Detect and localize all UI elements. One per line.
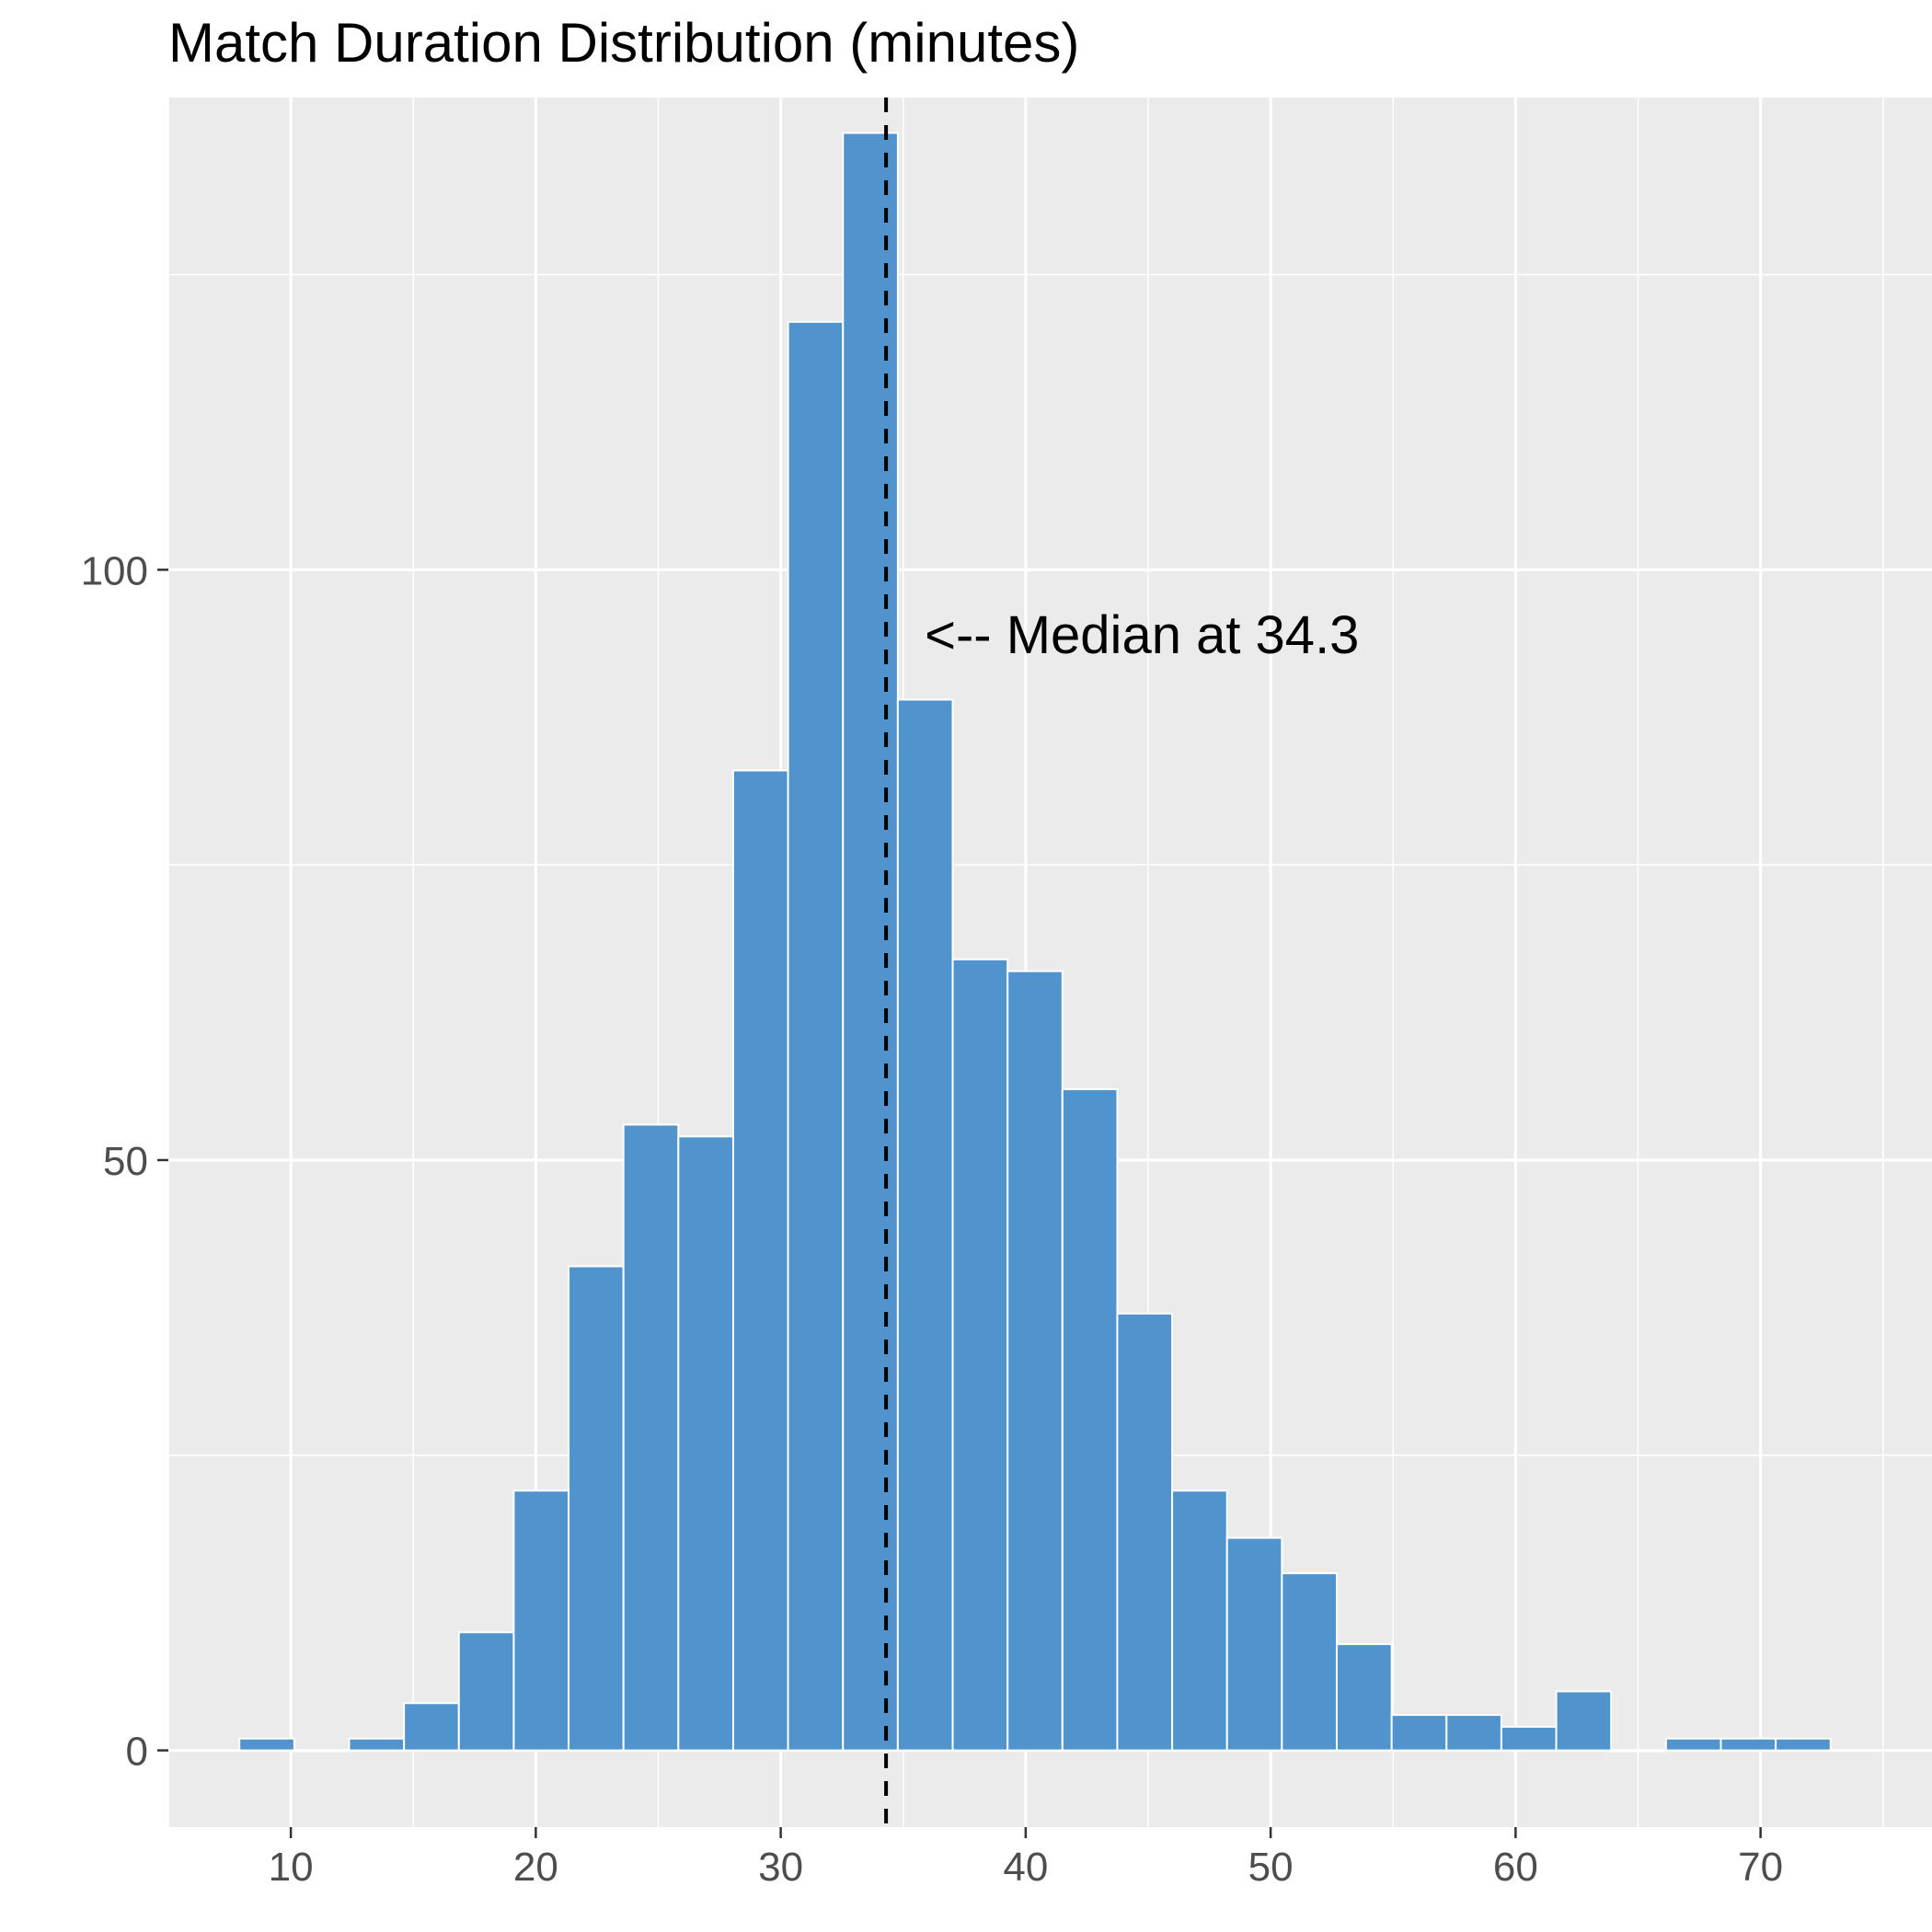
histogram-bar	[842, 132, 899, 1752]
histogram-bars	[238, 132, 1832, 1753]
histogram-bar	[787, 320, 845, 1752]
histogram-bar	[1500, 1725, 1558, 1752]
histogram-bar	[1445, 1714, 1502, 1752]
x-tick-label: 30	[758, 1845, 803, 1890]
histogram-bar	[1171, 1489, 1228, 1752]
histogram-bar	[348, 1737, 406, 1752]
x-tick-label: 20	[513, 1845, 558, 1890]
histogram-bar	[1281, 1572, 1339, 1752]
histogram-bar	[1225, 1536, 1283, 1752]
histogram-bar	[1610, 1749, 1667, 1753]
chart-title: Match Duration Distribution (minutes)	[168, 12, 1079, 74]
histogram-bar	[403, 1702, 460, 1752]
histogram-bar	[457, 1631, 515, 1752]
histogram-bar	[1775, 1737, 1832, 1752]
histogram-bar	[896, 698, 954, 1752]
histogram-bar	[238, 1737, 295, 1752]
histogram-bar	[1390, 1714, 1448, 1752]
histogram-bar	[568, 1265, 625, 1752]
histogram-bar	[512, 1489, 570, 1752]
histogram-bar	[1061, 1087, 1119, 1752]
x-tick-label: 10	[269, 1845, 314, 1890]
histogram-bar	[293, 1749, 351, 1753]
y-tick-label: 100	[81, 548, 148, 593]
histogram-bar	[1555, 1690, 1613, 1752]
y-tick-label: 0	[126, 1730, 148, 1775]
histogram-bar	[1006, 970, 1064, 1752]
x-axis-ticks: 10 20 30 40 50 60 70	[269, 1827, 1783, 1890]
x-tick-label: 70	[1738, 1845, 1783, 1890]
x-tick-label: 40	[1003, 1845, 1048, 1890]
y-axis-ticks: 0 50 100	[81, 548, 168, 1775]
histogram-bar	[1116, 1312, 1174, 1752]
x-tick-label: 50	[1248, 1845, 1294, 1890]
y-tick-label: 50	[103, 1139, 148, 1184]
x-tick-label: 60	[1493, 1845, 1538, 1890]
histogram-bar	[1336, 1643, 1393, 1752]
histogram-bar	[951, 958, 1009, 1752]
histogram-bar	[677, 1135, 734, 1752]
histogram-bar	[622, 1123, 680, 1752]
histogram-bar	[731, 769, 789, 1752]
histogram-bar	[1664, 1737, 1722, 1752]
median-annotation: <-- Median at 34.3	[925, 605, 1359, 665]
minor-gridlines	[167, 98, 1932, 1827]
histogram-bar	[1719, 1737, 1777, 1752]
